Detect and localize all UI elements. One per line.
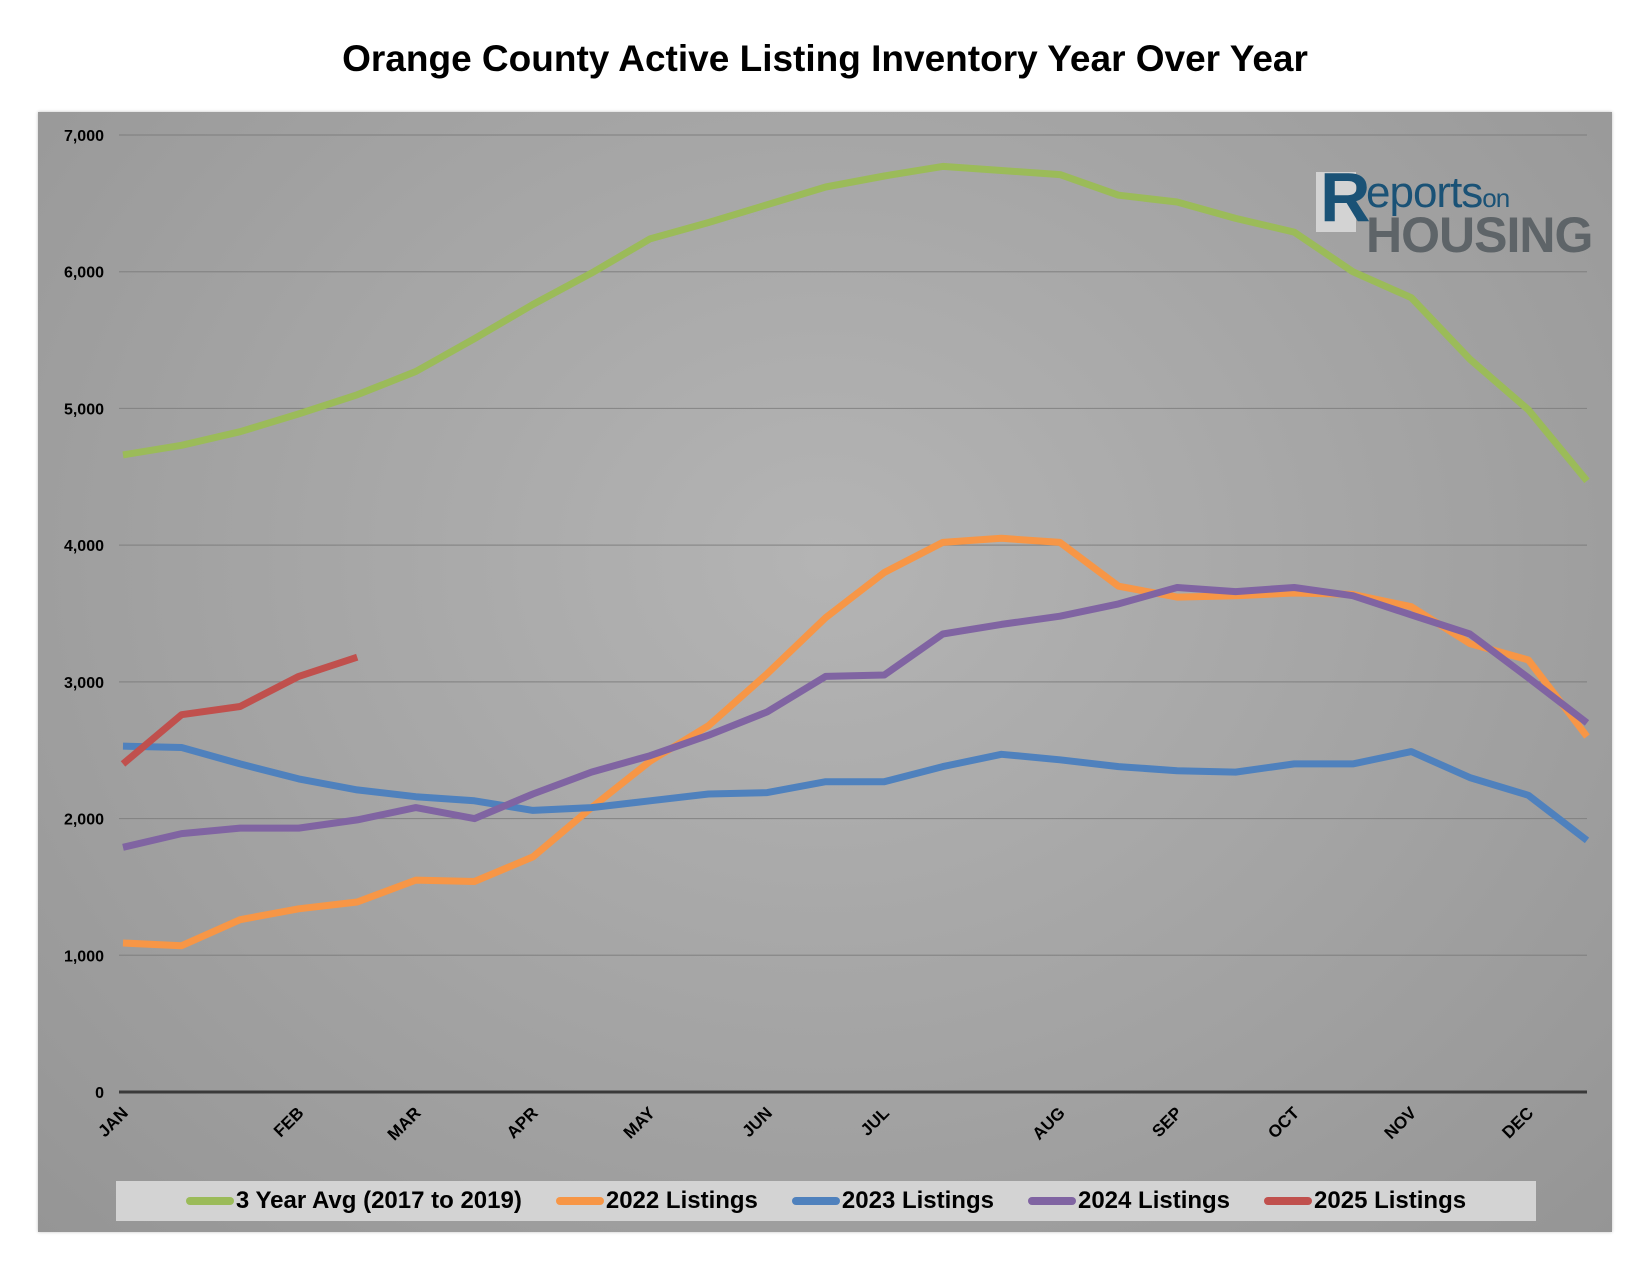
chart-panel <box>38 112 1612 1232</box>
legend-swatch <box>555 1197 604 1205</box>
x-tick-label: JUN <box>739 1103 776 1140</box>
x-tick-label: MAY <box>620 1103 660 1143</box>
legend-label: 2022 Listings <box>605 1187 758 1214</box>
series-line <box>122 742 1590 844</box>
legend-item: 2025 Listings <box>1264 1187 1466 1215</box>
legend-label: 2025 Listings <box>1314 1187 1467 1214</box>
legend-swatch <box>791 1197 840 1205</box>
x-tick-label: MAR <box>384 1103 425 1144</box>
y-tick-label: 6,000 <box>64 265 104 282</box>
logo-line2: HOUSING <box>1366 207 1593 263</box>
legend-swatch <box>1027 1197 1076 1205</box>
y-tick-label: 5,000 <box>64 401 104 418</box>
reports-on-housing-logo: R eportson HOUSING <box>1316 158 1593 263</box>
y-tick-label: 3,000 <box>64 675 104 692</box>
legend-item: 2024 Listings <box>1027 1187 1231 1215</box>
series-line <box>122 584 1590 851</box>
x-tick-label: FEB <box>270 1103 307 1140</box>
y-tick-label: 2,000 <box>64 812 104 829</box>
logo-initial: R <box>1320 158 1371 236</box>
series-line <box>122 162 1590 484</box>
x-tick-label: OCT <box>1264 1103 1303 1142</box>
logo-mark-icon <box>1316 172 1356 232</box>
x-tick-label: AUG <box>1029 1103 1069 1143</box>
chart-legend: 3 Year Avg (2017 to 2019) 2022 Listings 20… <box>116 1181 1536 1221</box>
chart-title: Orange County Active Listing Inventory Y… <box>342 38 1308 79</box>
x-tick-label: DEC <box>1498 1103 1537 1142</box>
series-line <box>120 653 359 767</box>
x-tick-label: SEP <box>1148 1103 1185 1140</box>
legend-label: 2023 Listings <box>841 1187 994 1214</box>
legend-item: 2022 Listings <box>555 1187 758 1215</box>
legend-label: 2024 Listings <box>1077 1187 1231 1214</box>
x-tick-label: NOV <box>1381 1103 1421 1143</box>
y-tick-label: 7,000 <box>64 128 104 145</box>
legend-item: 3 Year Avg (2017 to 2019) <box>185 1187 522 1215</box>
legend-item: 2023 Listings <box>791 1187 994 1215</box>
x-tick-label: JUL <box>857 1103 893 1139</box>
legend-swatch <box>185 1197 234 1205</box>
logo-line1: eportson <box>1366 168 1510 217</box>
y-tick-label: 0 <box>95 1085 104 1102</box>
y-tick-label: 4,000 <box>64 538 104 555</box>
x-tick-label: APR <box>503 1103 542 1142</box>
x-tick-label: JAN <box>94 1103 131 1140</box>
y-tick-label: 1,000 <box>64 948 104 965</box>
legend-swatch <box>1264 1197 1313 1205</box>
legend-label: 3 Year Avg (2017 to 2019) <box>235 1187 522 1214</box>
